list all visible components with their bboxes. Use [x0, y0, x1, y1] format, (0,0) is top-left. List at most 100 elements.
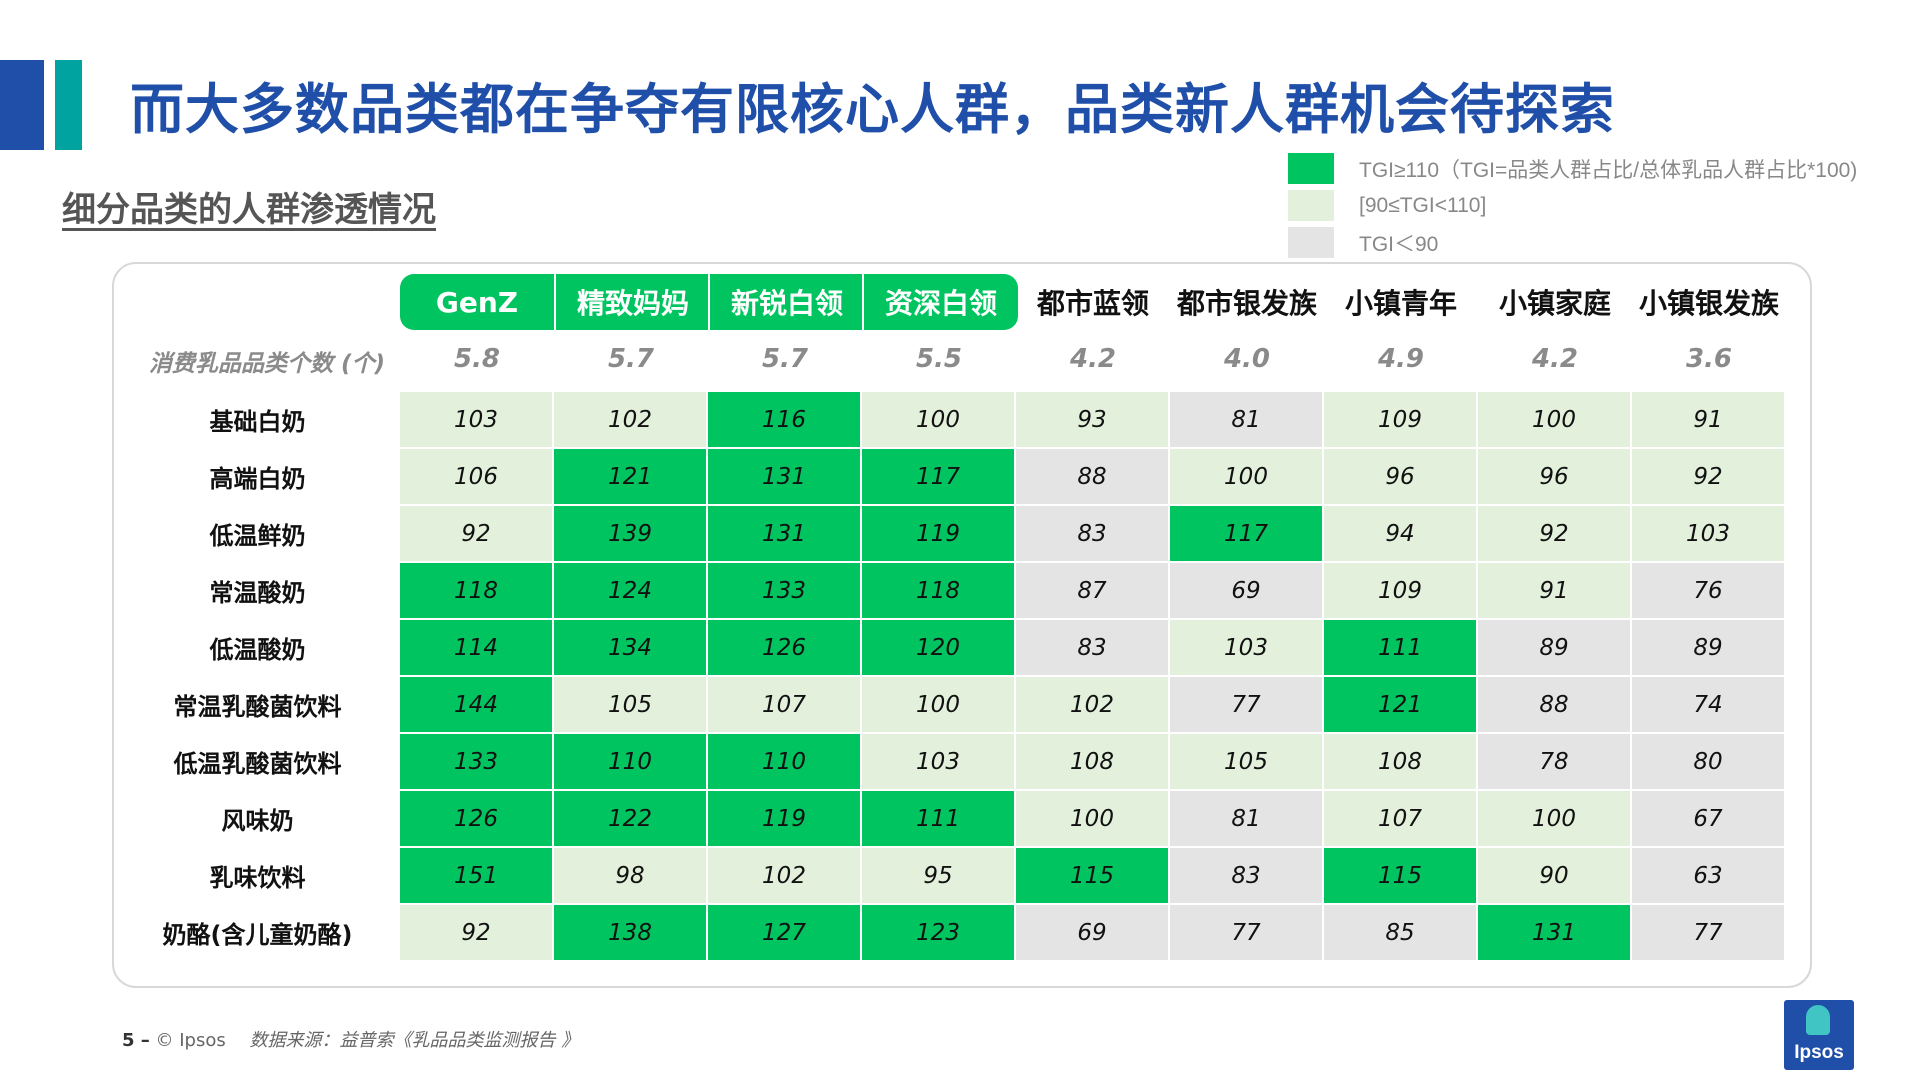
heatmap-cell: 114	[400, 620, 552, 675]
table-panel	[112, 262, 1812, 988]
section-subtitle: 细分品类的人群渗透情况	[62, 190, 436, 230]
column-header: 小镇家庭	[1498, 287, 1611, 320]
count-value: 4.0	[1223, 344, 1271, 374]
heatmap-cell: 107	[708, 677, 860, 732]
logo-text: Ipsos	[1794, 1042, 1844, 1063]
count-value: 3.6	[1685, 344, 1733, 374]
heatmap-cell: 88	[1478, 677, 1630, 732]
heatmap-cell: 83	[1170, 848, 1322, 903]
heatmap-cell: 131	[1478, 905, 1630, 960]
heatmap-cell: 106	[400, 449, 552, 504]
legend-item-low: TGI＜90	[1288, 224, 1857, 261]
heatmap-cell: 76	[1632, 563, 1784, 618]
count-value: 5.7	[607, 344, 655, 374]
row-label: 低温酸奶	[209, 636, 306, 664]
heatmap-cell: 94	[1324, 506, 1476, 561]
heatmap-cell: 111	[862, 791, 1014, 846]
heatmap-cell: 95	[862, 848, 1014, 903]
heatmap-cell: 103	[862, 734, 1014, 789]
heatmap-cell: 96	[1478, 449, 1630, 504]
title-accent-bar-blue	[0, 60, 44, 150]
heatmap-cell: 119	[708, 791, 860, 846]
heatmap-cell: 93	[1016, 392, 1168, 447]
heatmap-cell: 89	[1632, 620, 1784, 675]
heatmap-cell: 109	[1324, 563, 1476, 618]
heatmap-cell: 121	[554, 449, 706, 504]
column-header: 都市蓝领	[1036, 287, 1149, 320]
row-label: 乳味饮料	[209, 864, 306, 892]
column-header: GenZ	[400, 274, 554, 330]
heatmap-cell: 109	[1324, 392, 1476, 447]
heatmap-cell: 77	[1170, 677, 1322, 732]
page-number: 5 –	[122, 1030, 150, 1051]
heatmap-cell: 85	[1324, 905, 1476, 960]
heatmap-cell: 116	[708, 392, 860, 447]
heatmap-cell: 108	[1324, 734, 1476, 789]
heatmap-cell: 139	[554, 506, 706, 561]
copyright: © Ipsos	[155, 1030, 226, 1051]
heatmap-cell: 103	[1170, 620, 1322, 675]
heatmap-cell: 138	[554, 905, 706, 960]
heatmap-cell: 92	[1478, 506, 1630, 561]
heatmap-cell: 115	[1016, 848, 1168, 903]
count-row-label: 消费乳品品类个数 (个)	[148, 351, 385, 377]
heatmap-cell: 110	[554, 734, 706, 789]
heatmap-cell: 126	[708, 620, 860, 675]
count-value: 5.5	[915, 344, 963, 374]
column-header: 精致妈妈	[554, 274, 710, 330]
heatmap-cell: 87	[1016, 563, 1168, 618]
heatmap-cell: 92	[400, 506, 552, 561]
heatmap-cell: 117	[862, 449, 1014, 504]
heatmap-cell: 81	[1170, 392, 1322, 447]
heatmap-cell: 105	[554, 677, 706, 732]
legend-swatch-mid	[1288, 190, 1334, 221]
heatmap-cell: 110	[708, 734, 860, 789]
heatmap-cell: 98	[554, 848, 706, 903]
legend-label-mid: [90≤TGI<110]	[1359, 193, 1487, 217]
count-value: 4.2	[1069, 344, 1117, 374]
heatmap-cell: 131	[708, 506, 860, 561]
heatmap-cell: 117	[1170, 506, 1322, 561]
heatmap-cell: 63	[1632, 848, 1784, 903]
heatmap-cell: 103	[400, 392, 552, 447]
row-label: 常温酸奶	[209, 579, 306, 607]
heatmap-cell: 81	[1170, 791, 1322, 846]
data-source: 数据来源：益普索《乳品品类监测报告 》	[249, 1030, 580, 1051]
heatmap-cell: 102	[708, 848, 860, 903]
heatmap-cell: 127	[708, 905, 860, 960]
heatmap-cell: 118	[862, 563, 1014, 618]
heatmap-cell: 118	[400, 563, 552, 618]
heatmap-cell: 121	[1324, 677, 1476, 732]
heatmap-cell: 92	[400, 905, 552, 960]
heatmap-cell: 80	[1632, 734, 1784, 789]
heatmap-cell: 83	[1016, 620, 1168, 675]
heatmap-cell: 100	[1478, 791, 1630, 846]
heatmap-cell: 133	[400, 734, 552, 789]
heatmap-cell: 91	[1632, 392, 1784, 447]
heatmap-cell: 83	[1016, 506, 1168, 561]
row-label: 低温乳酸菌饮料	[173, 750, 342, 778]
heatmap-cell: 111	[1324, 620, 1476, 675]
heatmap-cell: 100	[862, 677, 1014, 732]
heatmap-cell: 100	[1016, 791, 1168, 846]
row-label: 奶酪(含儿童奶酪)	[162, 921, 353, 949]
heatmap-cell: 102	[1016, 677, 1168, 732]
heatmap-cell: 67	[1632, 791, 1784, 846]
heatmap-cell: 124	[554, 563, 706, 618]
heatmap-cell: 69	[1170, 563, 1322, 618]
legend-swatch-low	[1288, 227, 1334, 258]
heatmap-cell: 105	[1170, 734, 1322, 789]
legend-item-high: TGI≥110（TGI=品类人群占比/总体乳品人群占比*100)	[1288, 150, 1857, 187]
heatmap-cell: 126	[400, 791, 552, 846]
heatmap-cell: 103	[1632, 506, 1784, 561]
heatmap-cell: 78	[1478, 734, 1630, 789]
legend-label-high: TGI≥110（TGI=品类人群占比/总体乳品人群占比*100)	[1359, 158, 1858, 182]
heatmap-cell: 96	[1324, 449, 1476, 504]
count-value: 5.8	[453, 344, 501, 374]
heatmap-cell: 144	[400, 677, 552, 732]
row-label: 高端白奶	[209, 465, 306, 493]
heatmap-cell: 100	[1478, 392, 1630, 447]
heatmap-cell: 100	[862, 392, 1014, 447]
heatmap-cell: 134	[554, 620, 706, 675]
title-accent-bar-teal	[55, 60, 82, 150]
